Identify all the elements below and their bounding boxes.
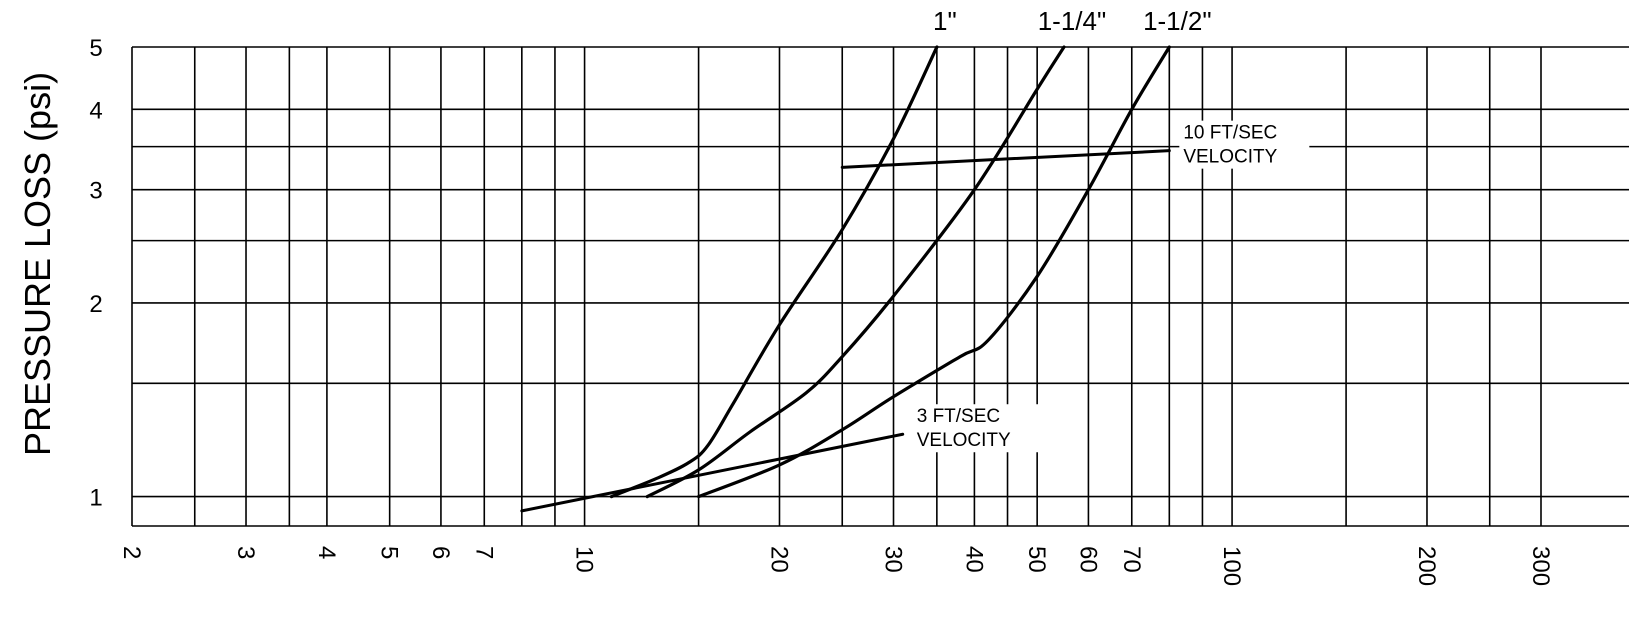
series-line-1-1-4in — [645, 45, 1066, 499]
y-tick-label: 1 — [89, 485, 102, 512]
series-label-1-1-2in: 1-1/2" — [1143, 6, 1212, 36]
x-tick-label: 300 — [1527, 546, 1554, 586]
x-tick-label: 70 — [1118, 546, 1145, 573]
series-label-1-1-4in: 1-1/4" — [1038, 6, 1107, 36]
velocity-label-10fps: VELOCITY — [1183, 147, 1277, 168]
x-tick-label: 7 — [470, 546, 497, 559]
velocity-line-10fps — [840, 149, 1171, 169]
curves-layer — [609, 45, 1171, 499]
y-tick-label: 2 — [89, 291, 102, 318]
text-layer: 1 2 3 4 5 2 3 4 5 6 7 10 20 30 40 50 60 70 100 200 300 1" 1-1/… — [89, 6, 1554, 586]
x-tick-label: 60 — [1074, 546, 1101, 573]
x-tick-label: 4 — [313, 546, 340, 559]
velocity-line-3fps — [520, 432, 905, 513]
x-tick-label: 20 — [765, 546, 792, 573]
x-tick-label: 6 — [427, 546, 454, 559]
velocity-label-10fps: 10 FT/SEC — [1183, 123, 1277, 144]
y-axis-label: PRESSURE LOSS (psi) — [17, 72, 58, 456]
x-tick-label: 50 — [1023, 546, 1050, 573]
x-tick-label: 30 — [880, 546, 907, 573]
y-tick-label: 3 — [89, 178, 102, 205]
x-tick-label: 200 — [1413, 546, 1440, 586]
x-tick-label: 10 — [571, 546, 598, 573]
x-tick-label: 40 — [960, 546, 987, 573]
series-line-1in — [609, 45, 939, 499]
series-line-1-1-2in — [697, 45, 1171, 499]
x-tick-label: 5 — [376, 546, 403, 559]
velocity-label-3fps: 3 FT/SEC — [917, 406, 1000, 427]
x-tick-label: 100 — [1218, 546, 1245, 586]
x-tick-label: 3 — [232, 546, 259, 559]
y-tick-label: 4 — [89, 97, 102, 124]
grid-layer — [131, 46, 1629, 527]
reference-lines-layer — [520, 120, 1310, 513]
y-tick-label: 5 — [89, 35, 102, 62]
velocity-label-background — [1179, 120, 1310, 169]
series-label-1in: 1" — [933, 6, 957, 36]
velocity-label-3fps: VELOCITY — [917, 430, 1011, 451]
velocity-label-background — [912, 404, 1043, 453]
x-tick-label: 2 — [118, 546, 145, 559]
